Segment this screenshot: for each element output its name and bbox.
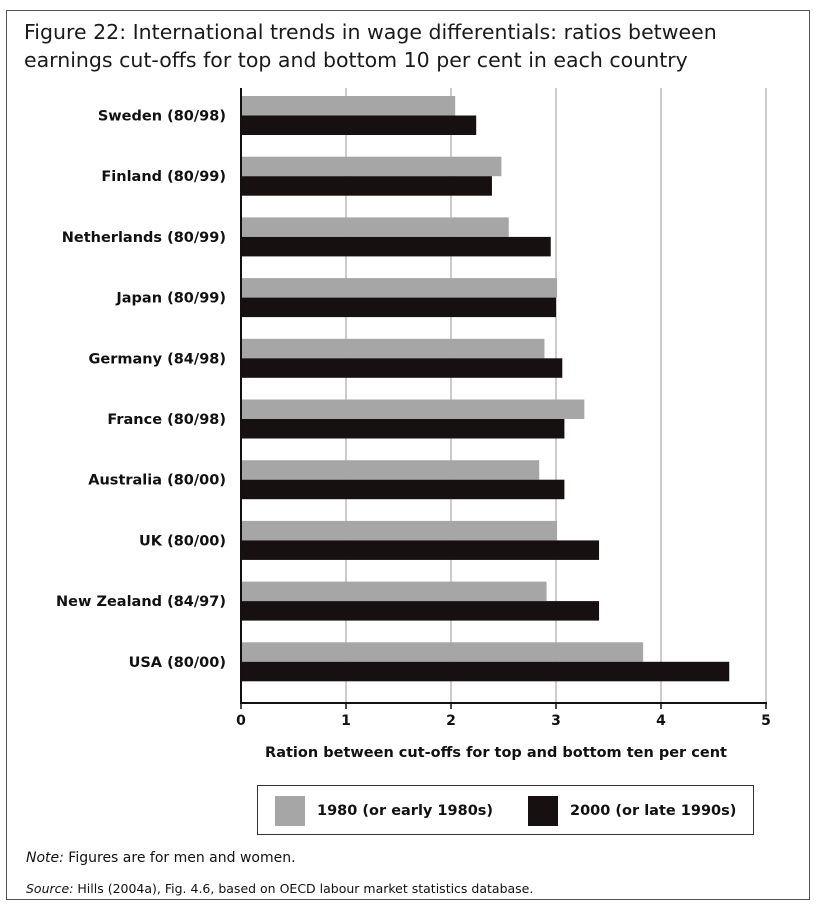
bar-2000 xyxy=(241,297,556,318)
bar-1980 xyxy=(241,460,540,480)
category-label: Japan (80/99) xyxy=(115,291,226,307)
x-tick-label: 5 xyxy=(761,713,771,729)
note-text: Figures are for men and women. xyxy=(63,850,296,866)
category-label: France (80/98) xyxy=(107,412,226,428)
bar-1980 xyxy=(241,338,545,359)
category-label: New Zealand (84/97) xyxy=(56,594,226,610)
category-label: USA (80/00) xyxy=(129,655,226,671)
bar-1980 xyxy=(241,278,558,298)
bar-1980 xyxy=(241,399,585,419)
category-label: Germany (84/98) xyxy=(88,351,226,367)
bar-2000 xyxy=(241,176,492,196)
bar-2000 xyxy=(241,661,730,682)
legend-item-1980: 1980 (or early 1980s) xyxy=(275,796,493,826)
chart-bars xyxy=(241,96,730,682)
figure-source: Source: Hills (2004a), Fig. 4.6, based o… xyxy=(26,881,533,896)
x-tick-label: 2 xyxy=(446,713,456,729)
chart-legend: 1980 (or early 1980s) 2000 (or late 1990… xyxy=(257,785,754,835)
bar-1980 xyxy=(241,642,644,662)
bar-1980 xyxy=(241,96,456,116)
legend-item-2000: 2000 (or late 1990s) xyxy=(528,796,736,826)
note-label: Note: xyxy=(26,850,64,866)
bar-1980 xyxy=(241,217,509,237)
category-label: UK (80/00) xyxy=(139,533,226,549)
category-label: Australia (80/00) xyxy=(88,473,226,489)
category-label: Netherlands (80/99) xyxy=(62,230,226,246)
chart-x-axis: 0 1 2 3 4 5 xyxy=(236,88,771,729)
x-axis-label: Ration between cut-offs for top and bott… xyxy=(265,745,727,761)
category-label: Finland (80/99) xyxy=(101,169,226,185)
bar-2000 xyxy=(241,358,563,378)
figure-frame xyxy=(6,10,810,900)
legend-swatch-2000 xyxy=(528,796,558,826)
x-tick-label: 3 xyxy=(551,713,561,729)
x-tick-label: 4 xyxy=(656,713,666,729)
bar-2000 xyxy=(241,419,565,439)
chart-category-labels: Sweden (80/98) Finland (80/99) Netherlands… xyxy=(56,109,226,671)
bar-2000 xyxy=(241,115,477,135)
legend-label-1980: 1980 (or early 1980s) xyxy=(317,803,494,819)
source-text: Hills (2004a), Fig. 4.6, based on OECD l… xyxy=(73,881,534,896)
bar-chart: Sweden (80/98) Finland (80/99) Netherlands… xyxy=(56,88,771,761)
figure-note: Note: Figures are for men and women. xyxy=(26,850,296,866)
source-label: Source: xyxy=(26,881,74,896)
figure-title: Figure 22: International trends in wage … xyxy=(24,20,717,72)
bar-2000 xyxy=(241,479,565,500)
x-tick-label: 0 xyxy=(236,713,246,729)
bar-1980 xyxy=(241,156,502,177)
bar-1980 xyxy=(241,581,547,602)
legend-label-2000: 2000 (or late 1990s) xyxy=(570,803,737,819)
bar-1980 xyxy=(241,520,558,541)
bar-2000 xyxy=(241,601,600,621)
category-label: Sweden (80/98) xyxy=(98,109,226,125)
x-tick-label: 1 xyxy=(341,713,351,729)
bar-2000 xyxy=(241,236,551,257)
bar-2000 xyxy=(241,540,600,560)
legend-swatch-1980 xyxy=(275,796,305,826)
